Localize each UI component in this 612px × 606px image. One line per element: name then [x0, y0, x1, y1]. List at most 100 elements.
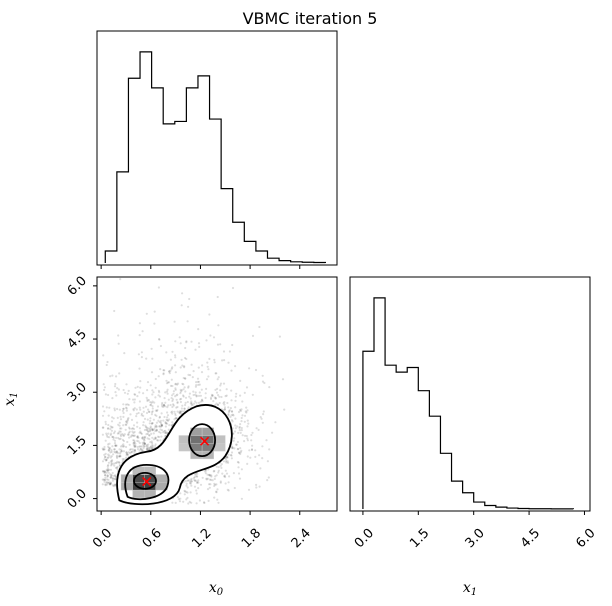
scatter-point — [148, 447, 151, 450]
scatter-point — [232, 432, 235, 435]
scatter-point — [127, 451, 130, 454]
scatter-point — [144, 435, 147, 438]
scatter-point — [251, 444, 254, 447]
scatter-point — [142, 414, 145, 417]
scatter-point — [229, 407, 232, 410]
scatter-point — [266, 460, 269, 463]
scatter-point — [146, 381, 150, 384]
scatter-point — [268, 448, 271, 451]
scatter-point — [260, 417, 263, 420]
scatter-point — [118, 463, 121, 467]
scatter-point — [103, 453, 106, 456]
scatter-point — [180, 407, 183, 410]
scatter-point — [161, 405, 164, 408]
scatter-point — [132, 409, 135, 412]
scatter-y-tick-label-3: 4.5 — [65, 327, 90, 352]
scatter-point — [258, 485, 261, 488]
scatter-point — [246, 425, 249, 428]
scatter-point — [230, 389, 233, 392]
scatter-point — [119, 430, 122, 433]
scatter-point — [197, 342, 201, 345]
scatter-point — [113, 385, 117, 388]
scatter-point — [146, 445, 149, 448]
scatter-point — [128, 427, 131, 430]
scatter-point — [151, 407, 154, 410]
scatter-point — [261, 374, 264, 377]
scatter-point — [114, 382, 117, 386]
scatter-point — [109, 468, 113, 471]
scatter-point — [201, 476, 204, 479]
scatter-point — [217, 501, 220, 504]
scatter-point — [207, 468, 210, 471]
scatter-point — [209, 483, 212, 486]
scatter-point — [194, 393, 197, 396]
scatter-point — [126, 433, 130, 436]
scatter-point — [155, 429, 158, 432]
scatter-point — [103, 480, 106, 483]
scatter-point — [197, 366, 200, 369]
scatter-point — [149, 425, 152, 428]
scatter-point — [206, 473, 209, 476]
scatter-point — [126, 418, 129, 421]
scatter-point — [178, 410, 181, 413]
scatter-point — [210, 393, 213, 396]
scatter-point — [214, 372, 217, 375]
scatter-point — [107, 414, 110, 417]
scatter-point — [110, 426, 113, 429]
scatter-point — [118, 372, 121, 375]
scatter-point — [223, 401, 226, 404]
scatter-point — [118, 424, 121, 427]
scatter-point — [166, 422, 169, 425]
scatter-point — [104, 474, 107, 477]
scatter-point — [104, 470, 107, 473]
scatter-point — [151, 443, 154, 446]
scatter-y-tick-label-4: 6.0 — [65, 274, 90, 299]
scatter-point — [176, 382, 180, 385]
scatter-point — [162, 405, 165, 408]
scatter-point — [183, 386, 186, 389]
scatter-point — [219, 481, 222, 484]
scatter-point — [118, 438, 121, 441]
scatter-point — [171, 394, 174, 397]
scatter-point — [243, 440, 246, 443]
scatter-point — [161, 424, 164, 427]
scatter-point — [110, 429, 113, 432]
scatter-point — [158, 430, 161, 433]
scatter-point — [147, 410, 150, 413]
scatter-point — [141, 330, 144, 333]
scatter-point — [215, 402, 218, 405]
scatter-point — [113, 478, 116, 481]
scatter-point — [142, 438, 145, 441]
scatter-point — [145, 357, 148, 360]
scatter-point — [106, 483, 109, 486]
scatter-point — [156, 439, 159, 442]
scatter-point — [179, 366, 182, 369]
scatter-point — [185, 340, 188, 343]
scatter-point — [109, 473, 112, 476]
scatter-point — [188, 297, 191, 301]
scatter-point — [176, 393, 179, 396]
scatter-point — [217, 469, 220, 472]
scatter-point — [197, 383, 200, 386]
scatter-point — [182, 274, 184, 276]
scatter-point — [117, 461, 121, 464]
scatter-point — [111, 435, 114, 438]
scatter-point — [121, 433, 124, 436]
scatter-point — [115, 451, 118, 454]
scatter-point — [246, 419, 249, 422]
scatter-point — [133, 430, 136, 434]
scatter-point — [160, 423, 164, 426]
scatter-point — [142, 443, 145, 446]
density-cell — [120, 482, 133, 491]
scatter-point — [142, 421, 145, 424]
scatter-point — [179, 492, 182, 495]
scatter-point — [178, 500, 182, 503]
scatter-point — [148, 410, 151, 413]
scatter-point — [217, 471, 220, 474]
scatter-point — [107, 449, 110, 452]
scatter-point — [122, 407, 125, 410]
scatter-point — [231, 413, 234, 416]
scatter-point — [231, 446, 234, 449]
scatter-point — [209, 396, 213, 399]
scatter-point — [233, 430, 237, 433]
